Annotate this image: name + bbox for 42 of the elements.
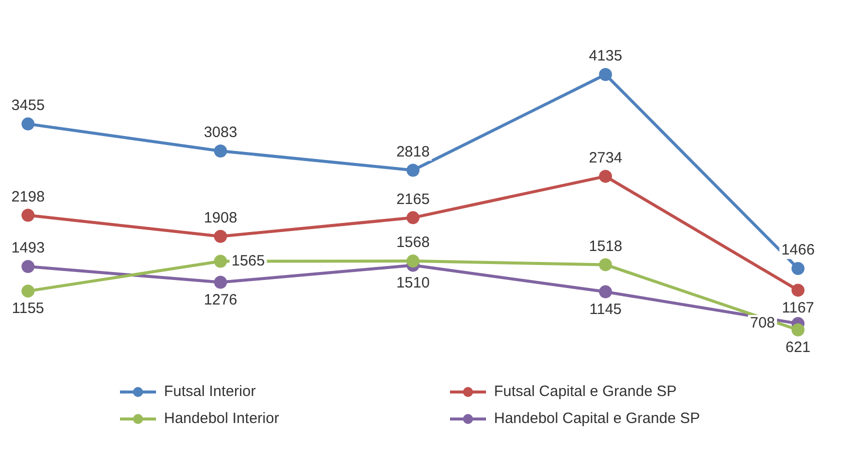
data-label: 1155 bbox=[12, 300, 44, 318]
data-label: 1568 bbox=[396, 234, 430, 252]
data-label: 3455 bbox=[11, 97, 45, 114]
data-label: 2165 bbox=[396, 190, 430, 208]
data-label: 1493 bbox=[11, 240, 45, 257]
point bbox=[214, 144, 227, 158]
point bbox=[22, 284, 34, 298]
data-label: 1276 bbox=[204, 291, 238, 308]
point bbox=[214, 230, 227, 243]
data-label: 1908 bbox=[204, 209, 238, 226]
data-label: 1518 bbox=[588, 238, 622, 255]
legend-label: Handebol Capital e Grande SP bbox=[494, 410, 700, 427]
data-label: 2818 bbox=[396, 143, 430, 160]
data-label: 4135 bbox=[588, 48, 622, 65]
point bbox=[599, 258, 612, 272]
data-label: 2198 bbox=[11, 188, 45, 206]
legend-label: Futsal Capital e Grande SP bbox=[494, 383, 677, 400]
point bbox=[406, 254, 420, 268]
point bbox=[22, 117, 34, 130]
point bbox=[214, 276, 227, 289]
point bbox=[599, 68, 612, 82]
data-label: 1510 bbox=[396, 274, 430, 292]
data-label: 1565 bbox=[231, 252, 265, 270]
point bbox=[599, 285, 612, 298]
point bbox=[792, 262, 804, 275]
legend-label: Handebol Interior bbox=[164, 410, 280, 427]
point bbox=[792, 284, 804, 297]
data-label: 621 bbox=[785, 339, 811, 356]
data-label: 708 bbox=[750, 314, 775, 332]
data-label: 3083 bbox=[204, 124, 238, 142]
point bbox=[792, 323, 804, 336]
legend-label: Futsal Interior bbox=[164, 383, 256, 400]
point bbox=[214, 254, 227, 268]
data-label: 1167 bbox=[782, 299, 814, 316]
point bbox=[22, 208, 34, 222]
data-label: 2734 bbox=[588, 149, 622, 166]
point bbox=[406, 211, 420, 224]
data-label: 1466 bbox=[781, 242, 815, 259]
point bbox=[22, 260, 34, 274]
point bbox=[599, 170, 612, 183]
point bbox=[406, 164, 420, 177]
data-label: 1145 bbox=[589, 300, 622, 318]
